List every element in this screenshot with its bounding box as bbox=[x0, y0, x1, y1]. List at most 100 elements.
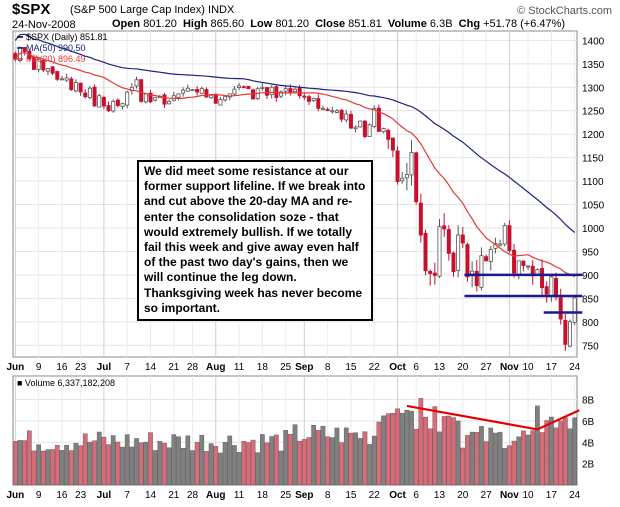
candle-body bbox=[22, 46, 27, 53]
candle-body bbox=[339, 109, 344, 120]
volume-bar bbox=[278, 450, 284, 486]
price-x-label: 25 bbox=[280, 362, 292, 373]
volume-bar bbox=[367, 444, 372, 486]
volume-bar bbox=[353, 432, 358, 486]
volume-x-label: 8 bbox=[325, 490, 331, 501]
candle-body bbox=[283, 88, 288, 92]
candle-body bbox=[330, 110, 335, 113]
candle-body bbox=[59, 78, 64, 81]
candle-body bbox=[260, 86, 265, 89]
volume-x-label: Nov bbox=[500, 490, 519, 501]
volume-x-label: Sep bbox=[295, 490, 313, 501]
candle-body bbox=[50, 66, 55, 74]
volume-x-label: 14 bbox=[145, 490, 157, 501]
candle-body bbox=[512, 249, 517, 274]
candle-body bbox=[120, 103, 125, 107]
volume-bar bbox=[241, 441, 247, 486]
volume-x-label: 27 bbox=[481, 490, 493, 501]
candle-body bbox=[297, 86, 302, 97]
candle-body bbox=[484, 256, 489, 262]
volume-bar bbox=[493, 432, 498, 486]
candle-body bbox=[540, 268, 545, 288]
volume-bar bbox=[120, 446, 125, 486]
candle-body bbox=[456, 234, 461, 271]
volume-bar bbox=[232, 445, 237, 486]
volume-bar bbox=[381, 415, 386, 486]
volume-x-label: 15 bbox=[345, 490, 357, 501]
candle-body bbox=[386, 129, 391, 140]
candle-body bbox=[311, 98, 316, 101]
volume-tick-label: 8B bbox=[582, 396, 595, 407]
volume-bar bbox=[148, 432, 153, 486]
candle-body bbox=[358, 120, 363, 128]
volume-bar bbox=[474, 432, 480, 486]
price-tick-label: 1100 bbox=[582, 177, 604, 188]
candle-body bbox=[83, 92, 88, 98]
volume-x-label: Aug bbox=[206, 490, 225, 501]
candle-body bbox=[488, 249, 493, 262]
ma20-line bbox=[14, 52, 575, 278]
volume-bar bbox=[357, 438, 363, 486]
volume-bar bbox=[455, 420, 461, 486]
volume-x-label: 6 bbox=[413, 490, 419, 501]
volume-bar bbox=[292, 424, 298, 486]
volume-bar bbox=[110, 435, 116, 486]
candle-body bbox=[521, 260, 526, 266]
volume-bar bbox=[549, 416, 554, 486]
price-x-label: 17 bbox=[546, 362, 558, 373]
candle-body bbox=[36, 58, 41, 70]
price-tick-label: 1050 bbox=[582, 201, 605, 212]
volume-x-label: 9 bbox=[36, 490, 42, 501]
legend-entry: $SPX (Daily) 851.81 bbox=[26, 32, 108, 42]
volume-bar bbox=[413, 429, 419, 486]
volume-tick-label: 6B bbox=[582, 417, 595, 428]
volume-bar bbox=[502, 448, 508, 486]
candle-body bbox=[115, 99, 120, 106]
candle-body bbox=[367, 124, 372, 137]
volume-bar bbox=[385, 413, 391, 486]
volume-bar bbox=[301, 439, 307, 486]
price-x-label: 6 bbox=[413, 362, 419, 373]
volume-x-label: Oct bbox=[389, 490, 406, 501]
volume-bar bbox=[376, 421, 382, 486]
candle-body bbox=[199, 88, 204, 94]
volume-bar bbox=[427, 428, 433, 486]
volume-x-label: 21 bbox=[168, 490, 180, 501]
volume-bar bbox=[404, 409, 410, 486]
price-tick-label: 950 bbox=[582, 247, 599, 258]
price-tick-label: 1000 bbox=[582, 224, 605, 235]
candle-body bbox=[269, 86, 274, 96]
price-x-label: 14 bbox=[145, 362, 157, 373]
volume-bar bbox=[297, 440, 303, 486]
volume-bar bbox=[348, 432, 354, 486]
candle-body bbox=[176, 93, 181, 98]
volume-bar bbox=[162, 442, 167, 486]
candle-body bbox=[544, 286, 549, 295]
volume-bar bbox=[106, 444, 111, 486]
price-x-label: 9 bbox=[36, 362, 42, 373]
candle-body bbox=[232, 88, 237, 95]
volume-bar bbox=[432, 406, 438, 486]
volume-x-label: Jun bbox=[6, 490, 24, 501]
candle-body bbox=[353, 126, 358, 130]
candle-body bbox=[325, 109, 330, 111]
volume-x-label: 20 bbox=[457, 490, 469, 501]
volume-bar bbox=[54, 445, 60, 486]
volume-bar bbox=[171, 434, 177, 486]
volume-bar bbox=[567, 428, 573, 486]
volume-bar bbox=[469, 431, 475, 486]
volume-bar bbox=[73, 443, 79, 486]
volume-bar bbox=[64, 445, 69, 486]
candle-body bbox=[372, 107, 377, 127]
candle-body bbox=[195, 89, 200, 93]
volume-bar bbox=[274, 434, 279, 486]
volume-bar bbox=[246, 442, 251, 486]
volume-bar bbox=[255, 452, 261, 486]
price-x-label: Jun bbox=[6, 362, 24, 373]
legend-entry: MA(20) 896.49 bbox=[26, 54, 86, 64]
candle-body bbox=[376, 107, 381, 132]
candle-body bbox=[97, 95, 102, 108]
candle-body bbox=[516, 260, 521, 275]
candle-body bbox=[41, 60, 46, 71]
volume-bar bbox=[134, 438, 139, 486]
